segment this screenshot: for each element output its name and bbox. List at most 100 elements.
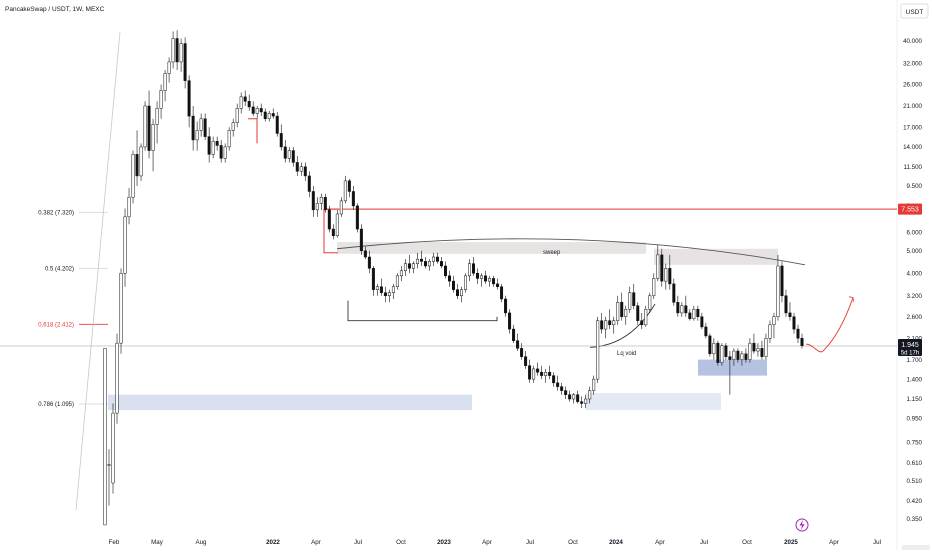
candle-down xyxy=(215,141,219,146)
candle-down xyxy=(784,295,788,314)
fib-level-label: 0.786 (1.095) xyxy=(38,402,74,408)
candle-down xyxy=(788,312,792,317)
candle-down xyxy=(632,292,636,306)
early-resistance-bracket xyxy=(248,118,258,144)
y-tick-label: 1.150 xyxy=(907,396,923,403)
resistance-price-tag xyxy=(898,203,922,215)
candle-down xyxy=(419,258,423,262)
candle-down xyxy=(135,154,139,177)
resistance-bracket xyxy=(323,208,338,254)
candle-down xyxy=(708,335,712,355)
candle-up xyxy=(171,38,175,63)
candle-up xyxy=(211,141,215,155)
x-tick-label: Apr xyxy=(829,539,839,546)
candle-down xyxy=(251,106,255,114)
candle-up xyxy=(227,130,231,148)
y-tick-label: 0.750 xyxy=(907,439,923,446)
candle-down xyxy=(303,166,307,177)
candle-up xyxy=(299,166,303,172)
candle-up xyxy=(764,338,768,357)
x-tick-label: Aug xyxy=(195,539,207,546)
candle-up xyxy=(343,180,347,202)
candle-down xyxy=(704,326,708,337)
candle-up xyxy=(231,122,235,131)
candle-up xyxy=(712,342,716,355)
candle-up xyxy=(155,108,159,125)
x-tick-label: Oct xyxy=(742,539,752,546)
x-tick-label: Apr xyxy=(311,539,321,546)
y-tick-label: 0.950 xyxy=(907,416,923,423)
candle-up xyxy=(772,316,776,326)
candle-down xyxy=(736,350,740,360)
candle-up xyxy=(572,394,576,400)
current-price-countdown: 5d 17h xyxy=(901,350,919,356)
x-tick-label: Feb xyxy=(109,539,120,546)
candle-down xyxy=(263,111,267,120)
candle-down xyxy=(351,191,355,207)
candle-up xyxy=(652,278,656,297)
candle-down xyxy=(636,305,640,321)
candle-down xyxy=(371,268,375,290)
candle-up xyxy=(143,105,147,148)
candle-down xyxy=(492,278,496,285)
x-tick-label: May xyxy=(151,539,164,546)
candle-up xyxy=(167,61,171,74)
candle-up xyxy=(115,342,119,414)
y-tick-label: 1.400 xyxy=(907,376,923,383)
candle-down xyxy=(580,401,584,404)
lightning-icon[interactable] xyxy=(795,518,809,532)
y-tick-label: 26.000 xyxy=(903,82,922,89)
symbol-title: PancakeSwap / USDT, 1W, MEXC xyxy=(5,6,105,13)
candle-up xyxy=(131,154,135,198)
current-price-value: 1.945 xyxy=(901,342,919,349)
candle-down xyxy=(792,316,796,330)
currency-button-frame[interactable] xyxy=(900,3,929,19)
candle-up xyxy=(159,90,163,109)
candles xyxy=(103,30,804,526)
y-axis: 40.000 32.000 26.000 21.000 17.000 14.000 11.5… xyxy=(903,38,922,523)
candle-down xyxy=(355,205,359,230)
candle-up xyxy=(692,308,696,319)
candle-down xyxy=(668,268,672,285)
candle-down xyxy=(295,162,299,172)
candle-up xyxy=(179,43,183,63)
candle-down xyxy=(175,38,179,63)
candle-down xyxy=(283,146,287,159)
y-tick-label: 9.500 xyxy=(907,183,923,190)
candle-down xyxy=(439,261,443,267)
candle-up xyxy=(488,278,492,282)
candle-up xyxy=(399,270,403,277)
x-tick-label: Oct xyxy=(396,539,406,546)
candle-up xyxy=(255,108,259,114)
candle-down xyxy=(548,371,552,376)
candle-down xyxy=(568,394,572,400)
candle-down xyxy=(516,340,520,349)
candle-down xyxy=(183,43,187,81)
candle-down xyxy=(452,280,455,290)
candle-down xyxy=(423,261,427,267)
candle-down xyxy=(191,115,195,141)
currency-button[interactable]: USDT xyxy=(900,3,929,19)
candle-down xyxy=(560,386,564,391)
candle-up xyxy=(195,130,199,141)
candle-down xyxy=(271,113,275,117)
candle-up xyxy=(111,412,115,484)
y-tick-label: 0.420 xyxy=(907,498,923,505)
candle-down xyxy=(512,328,516,341)
x-tick-label: Apr xyxy=(655,539,665,546)
candle-down xyxy=(528,365,532,380)
candle-up xyxy=(596,320,600,380)
projection-path xyxy=(805,297,854,353)
x-tick-label: Jul xyxy=(526,539,534,546)
candle-up xyxy=(427,261,431,267)
candle-down xyxy=(520,348,524,357)
candle-down xyxy=(435,256,439,262)
candle-up xyxy=(604,320,608,330)
candle-down xyxy=(672,283,676,303)
resistance-price-text: 7.553 xyxy=(901,206,919,213)
candle-down xyxy=(243,96,247,102)
x-tick-label: 2024 xyxy=(609,539,623,546)
currency-button-label[interactable]: USDT xyxy=(906,9,924,16)
